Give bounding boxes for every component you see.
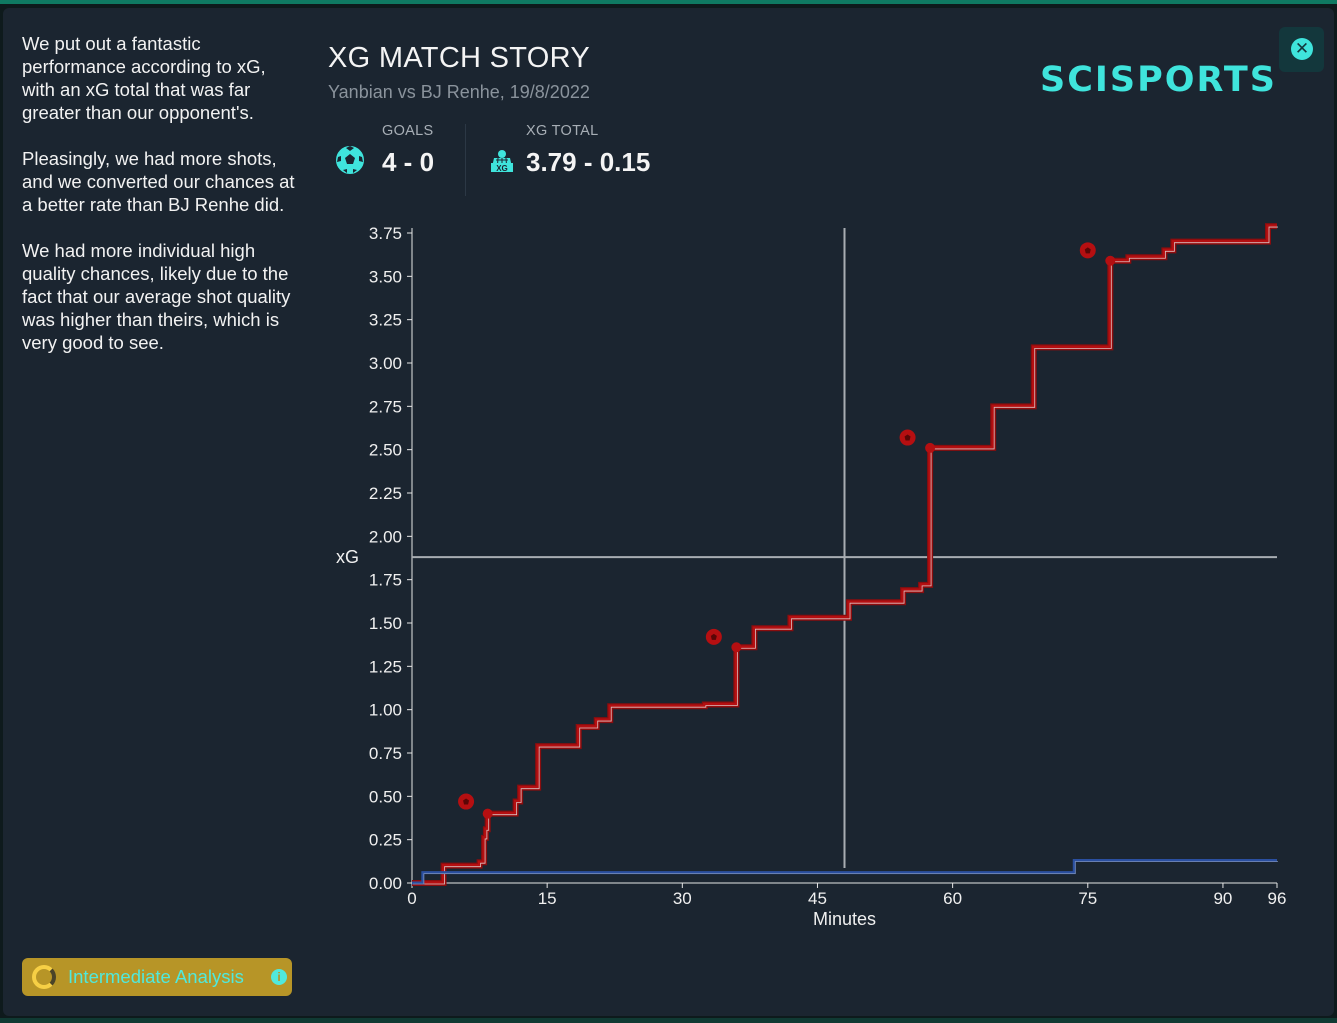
close-icon: ✕ [1291,38,1313,60]
x-axis-title: Minutes [813,909,876,929]
y-tick-label: 0.50 [369,787,402,806]
y-tick-label: 3.50 [369,267,402,286]
y-tick-label: 2.75 [369,397,402,416]
away-xg-line [412,858,1277,885]
page-title: XG MATCH STORY [328,42,591,74]
y-tick-label: 1.25 [369,657,402,676]
away-xg-line-highlight [413,861,1278,885]
y-tick-label: 0.75 [369,744,402,763]
y-tick-label: 2.25 [369,484,402,503]
info-icon[interactable]: i [271,969,287,985]
y-tick-label: 2.50 [369,441,402,460]
y-tick-label: 0.00 [369,874,402,893]
xg-total-value: 3.79 - 0.15 [526,147,651,177]
y-tick-label: 3.25 [369,311,402,330]
shot-marker [1105,255,1116,266]
match-story-panel [3,8,1334,1016]
close-button[interactable]: ✕ [1279,27,1324,72]
goal-marker-pentagon [463,798,470,805]
y-tick-label: 3.00 [369,354,402,373]
goal-marker-pentagon [710,633,717,640]
y-axis-title: xG [336,547,359,567]
xg-icon-text: XG [496,164,508,173]
x-tick-label: 96 [1268,889,1287,908]
scisports-logo: SCISPORTS [1040,60,1277,100]
x-tick-label: 0 [407,889,416,908]
xg-goal-icon: XG [491,150,513,173]
shot-marker [482,808,493,819]
narrative-paragraph-3: We had more individual high quality chan… [22,240,291,353]
x-tick-label: 75 [1078,889,1097,908]
shot-marker [731,642,742,653]
x-tick-label: 45 [808,889,827,908]
x-tick-label: 15 [538,889,557,908]
goal-marker-pentagon [904,434,911,441]
xg-total-label: XG TOTAL [526,123,599,139]
x-tick-label: 30 [673,889,692,908]
analysis-level-label: Intermediate Analysis [68,966,244,987]
y-tick-label: 1.00 [369,701,402,720]
y-tick-label: 3.75 [369,224,402,243]
shot-marker [925,442,936,453]
y-tick-label: 1.75 [369,571,402,590]
window-top-strip [0,0,1337,4]
window-bottom-strip [0,1018,1337,1023]
goal-marker-pentagon [1084,247,1091,254]
narrative-paragraph-1: We put out a fantastic performance accor… [22,33,266,123]
stats-divider [465,124,466,196]
progress-ring-icon [32,965,56,989]
y-tick-label: 2.00 [369,527,402,546]
goals-label: GOALS [382,123,434,139]
analysis-level-badge[interactable]: Intermediate Analysis i [22,958,292,996]
match-subtitle: Yanbian vs BJ Renhe, 19/8/2022 [328,82,590,102]
narrative-text: We put out a fantastic performance accor… [22,32,302,377]
goals-value: 4 - 0 [382,147,435,177]
y-tick-label: 1.50 [369,614,402,633]
x-tick-label: 60 [943,889,962,908]
narrative-paragraph-2: Pleasingly, we had more shots, and we co… [22,148,295,215]
football-icon [334,144,366,176]
y-tick-label: 0.25 [369,831,402,850]
x-tick-label: 90 [1213,889,1232,908]
